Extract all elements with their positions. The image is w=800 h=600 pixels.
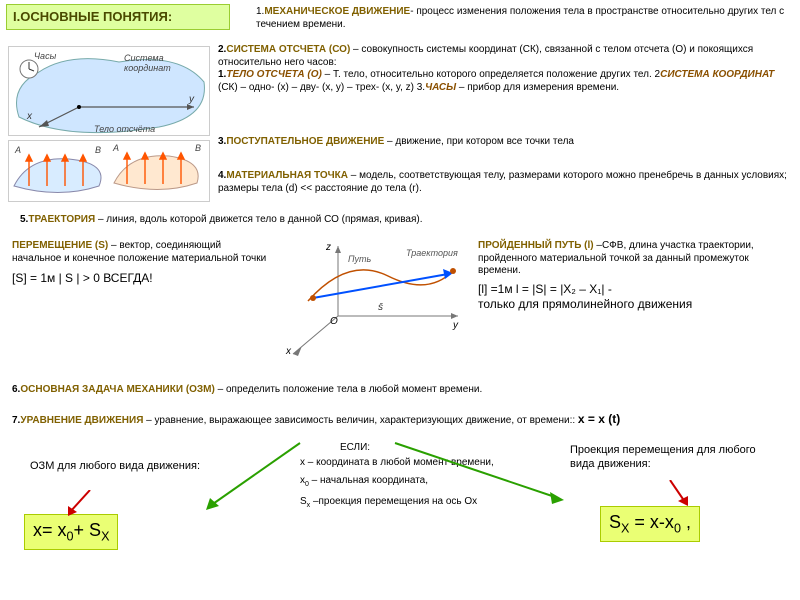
def-2-sub3-text: – прибор для измерения времени. <box>456 82 619 93</box>
def-2-sub1-term: ТЕЛО ОТСЧЕТА (О) <box>226 69 321 80</box>
esli-line1: x – координата в любой момент времени, <box>300 457 560 470</box>
def-6-text: – определить положение тела в любой моме… <box>215 384 482 395</box>
equation-projection: SX = х-х0 , <box>600 506 700 542</box>
fig1-x: x <box>26 111 33 122</box>
fig3-O: O <box>330 316 338 327</box>
eq1-sub2: X <box>101 530 109 544</box>
eq2-sub2: 0 <box>674 522 681 536</box>
fig3-y: y <box>452 320 459 331</box>
eq2-post: , <box>681 512 691 532</box>
figure-trajectory: O y z x Путь Траектория s̄ <box>278 236 468 366</box>
def-2-sub3-term: ЧАСЫ <box>425 82 456 93</box>
fig3-s: s̄ <box>378 302 383 313</box>
def-4-term: МАТЕРИАЛЬНАЯ ТОЧКА <box>226 170 348 181</box>
displacement-block: ПЕРЕМЕЩЕНИЕ (S) – вектор, соединяющий на… <box>12 240 272 286</box>
def-7-term: УРАВНЕНИЕ ДВИЖЕНИЯ <box>20 415 143 426</box>
def-5-term: ТРАЕКТОРИЯ <box>28 214 95 225</box>
fig1-y: y <box>188 94 195 105</box>
disp-term: ПЕРЕМЕЩЕНИЕ (S) <box>12 240 108 251</box>
fig1-sys2: координат <box>124 63 171 73</box>
def-4: 4.МАТЕРИАЛЬНАЯ ТОЧКА – модель, соответст… <box>218 170 788 195</box>
def-3-term: ПОСТУПАТЕЛЬНОЕ ДВИЖЕНИЕ <box>226 136 384 147</box>
svg-text:B: B <box>95 145 101 155</box>
def-3: 3.ПОСТУПАТЕЛЬНОЕ ДВИЖЕНИЕ – движение, пр… <box>218 136 788 149</box>
svg-text:A: A <box>14 145 21 155</box>
fig3-path: Путь <box>348 254 372 264</box>
path-formula2: только для прямолинейного движения <box>478 297 692 311</box>
fig1-sys1: Система <box>124 53 164 63</box>
fig1-body: Тело отсчёта <box>94 124 155 134</box>
eq1-pre: х= х <box>33 520 67 540</box>
fig3-x: x <box>285 346 292 357</box>
arrow-left-green <box>200 438 310 518</box>
ozm-label: ОЗМ для любого вида движения: <box>30 460 210 474</box>
def-2: 2.СИСТЕМА ОТСЧЕТА (СО) – совокупность си… <box>218 44 788 94</box>
eq2-mid: = х-х <box>629 512 674 532</box>
def-1-term: МЕХАНИЧЕСКОЕ ДВИЖЕНИЕ <box>264 6 410 17</box>
disp-formula: [S] = 1м | S | > 0 ВСЕГДА! <box>12 271 272 286</box>
esli2-text: – начальная координата, <box>309 475 428 486</box>
svg-text:A: A <box>112 143 119 153</box>
def-2-term: СИСТЕМА ОТСЧЕТА (СО) <box>226 44 350 55</box>
proj-label: Проекция перемещения для любого вида дви… <box>570 444 770 472</box>
def-2-sub1-text: – Т. тело, относительно которого определ… <box>322 69 660 80</box>
svg-text:B: B <box>195 143 201 153</box>
figure-translational: A B A B <box>8 140 210 202</box>
esli3-var: S <box>300 496 307 507</box>
main-title: І.ОСНОВНЫЕ ПОНЯТИЯ: <box>6 4 230 30</box>
fig3-traj: Траектория <box>406 248 458 258</box>
esli3-text: –проекция перемещения на ось Ох <box>310 496 477 507</box>
eq1-sub: 0 <box>67 530 74 544</box>
def-2-sub2-text: (СК) – одно- (x) – дву- (x, y) – трех- (… <box>218 82 425 93</box>
def-1: 1.МЕХАНИЧЕСКОЕ ДВИЖЕНИЕ- процесс изменен… <box>256 6 786 31</box>
equation-ozm: х= х0+ SX <box>24 514 118 550</box>
def-7-eq: x = x (t) <box>578 412 620 426</box>
path-formula1: [l] =1м l = |S| = |X₂ – X₁| - <box>478 282 612 296</box>
eq2-pre: S <box>609 512 621 532</box>
esli-heading: ЕСЛИ: <box>340 442 560 455</box>
path-term: ПРОЙДЕННЫЙ ПУТЬ (l) <box>478 240 594 251</box>
fig1-clock-label: Часы <box>34 51 57 61</box>
def-2-sub2-term: СИСТЕМА КООРДИНАТ <box>660 69 774 80</box>
def-5: 5.ТРАЕКТОРИЯ – линия, вдоль которой движ… <box>20 214 790 227</box>
def-5-text: – линия, вдоль которой движется тело в д… <box>95 214 422 225</box>
fig3-z: z <box>325 242 331 253</box>
esli-block: ЕСЛИ: x – координата в любой момент врем… <box>300 442 560 511</box>
figure-reference-frame: Часы Система координат Тело отсчёта x y <box>8 46 210 136</box>
def-7: 7.УРАВНЕНИЕ ДВИЖЕНИЯ – уравнение, выража… <box>12 412 792 428</box>
eq1-post: + S <box>74 520 102 540</box>
def-3-text: – движение, при котором все точки тела <box>384 136 574 147</box>
def-6: 6.ОСНОВНАЯ ЗАДАЧА МЕХАНИКИ (ОЗМ) – опред… <box>12 384 792 397</box>
path-block: ПРОЙДЕННЫЙ ПУТЬ (l) –СФВ, длина участка … <box>478 240 788 312</box>
def-6-term: ОСНОВНАЯ ЗАДАЧА МЕХАНИКИ (ОЗМ) <box>20 384 215 395</box>
def-7-text: – уравнение, выражающее зависимость вели… <box>143 415 578 426</box>
